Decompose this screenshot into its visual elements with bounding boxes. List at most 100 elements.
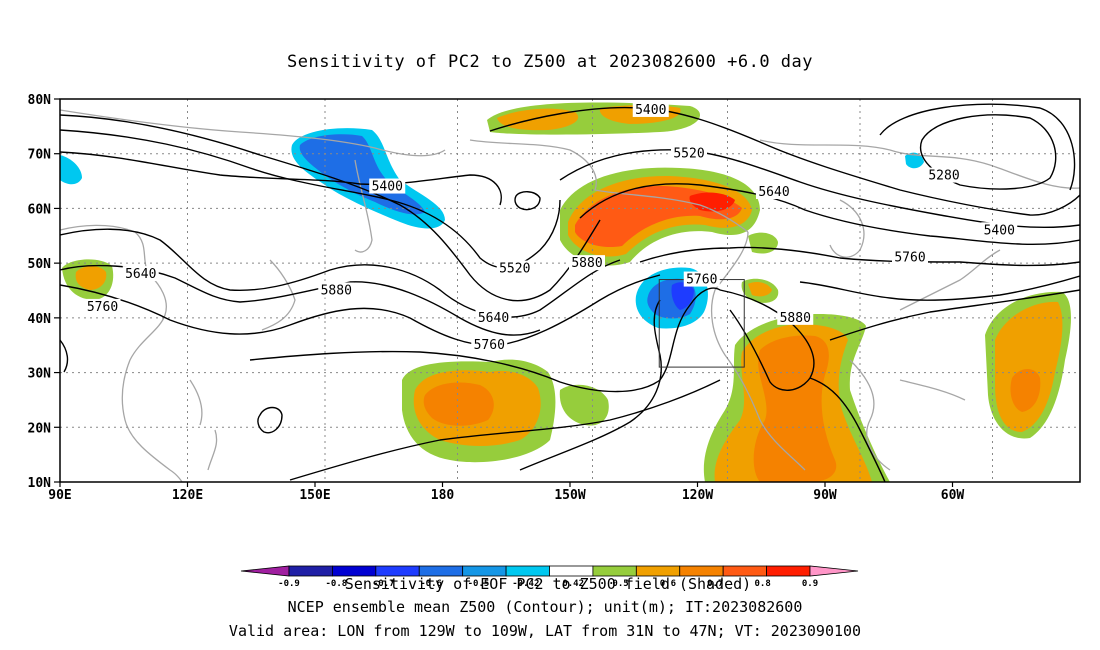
lon-tick-label: 60W [941,488,965,503]
contour-label-bg [926,167,962,183]
contour-edge-west [60,339,69,373]
contour-label-bg [756,184,792,200]
contour-5760-east [799,275,1080,301]
contour-label-bg [318,282,355,298]
contour-5880-ne [829,289,1080,341]
anomaly-core-rockies [748,282,772,297]
contour-label: 5640 [758,185,789,200]
contour-5880-south [289,379,721,481]
lon-tick-label: 120W [682,488,713,503]
coast-japan [261,259,296,331]
colorbar-box [766,565,811,577]
contour-label: 5640 [478,311,509,326]
anomaly-core-atlantic [995,301,1063,432]
lat-tick-label: 50N [28,257,52,272]
footer-line-2: NCEP ensemble mean Z500 (Contour); unit(… [288,598,803,616]
anomaly-peak-west-pacific [423,382,494,426]
contour-5640-north [579,183,1080,246]
contour-5880-ridge [249,287,721,393]
contour-label-bg [671,145,707,161]
contour-5880-trough [809,377,886,482]
lon-tick-label: 120E [172,488,203,503]
contour-label-bg [471,337,508,353]
coast-gulf-mexico [849,359,891,471]
longitude-axis: 90E 120E 150E 180 150W 120W 90W 60W [48,482,964,503]
latitude-axis: 80N 70N 60N 50N 40N 30N 20N 10N [28,93,60,491]
contour-label: 5880 [321,284,352,299]
contour-5760-north [639,246,1080,267]
colorbar-label: 0.9 [802,579,818,589]
map-panel: 5400 5520 5640 5280 5400 5760 5880 5760 5880 5400… [60,99,1080,482]
coast-kamchatka [354,159,373,253]
colorbar-label: -0.8 [326,579,348,589]
colorbar-label: 0.5 [612,579,628,589]
lat-tick-label: 70N [28,148,52,163]
contour-label-bg [569,255,605,271]
figure-title: Sensitivity of PC2 to Z500 at 2023082600… [287,52,813,72]
coast-arctic-canada [759,139,1080,189]
anomaly-max-gulf-alaska [689,192,735,212]
colorbar-label: -0.5 [468,579,490,589]
contour-label: 5400 [372,180,403,195]
colorbar-extend-low [240,565,290,577]
contour-label: 5280 [928,169,959,184]
coast-north-america-west [710,231,806,471]
contour-label-bg [84,298,121,314]
lon-tick-label: 90E [48,488,71,503]
lat-tick-label: 60N [28,202,52,217]
contour-label: 5520 [499,262,530,277]
colorbar-box [288,565,333,577]
coast-caribbean [899,379,966,401]
lon-tick-label: 150E [299,488,330,503]
colorbar: -0.9 -0.8 -0.7 -0.6 -0.5 -0.42 0.42 0.5 0.6 0.7 0.… [240,565,859,589]
contour-label-bg [632,101,669,117]
lat-tick-label: 20N [28,421,52,436]
footer-line-1: Sensitivity of EOF PC2 to Z500 field (Sh… [345,575,751,593]
contour-label-bg [683,271,720,287]
contour-5520-west [60,129,561,269]
contour-label-bg [475,309,512,325]
contour-label: 5880 [780,311,811,326]
footer-line-3: Valid area: LON from 129W to 109W, LAT f… [229,622,861,640]
colorbar-label: 0.6 [660,579,676,589]
contour-label: 5400 [984,223,1015,238]
lat-tick-label: 40N [28,312,52,327]
contour-5640-west [60,114,601,302]
contour-5400-low [879,103,1076,191]
contour-label: 5760 [894,251,925,266]
colorbar-label: -0.9 [278,579,300,589]
contour-label-bg [777,309,814,325]
contour-label-bg [496,260,533,276]
contour-labels: 5400 5520 5640 5280 5400 5760 5880 5760 5880 5400… [84,101,1018,353]
colorbar-label: -0.42 [512,579,539,589]
colorbar-label: -0.7 [373,579,395,589]
contour-label: 5760 [686,273,717,288]
lat-tick-label: 10N [28,476,52,491]
positive-anomaly-subtropical [559,384,609,426]
contour-5400-west [60,151,502,206]
lat-tick-label: 30N [28,367,52,382]
contour-west-pacific-south [519,299,662,471]
anomaly-peak-atlantic [1010,369,1041,412]
contour-small-low [257,406,283,434]
contour-label: 5640 [125,267,156,282]
negative-anomaly-asia [60,155,82,185]
contour-5880-west [60,274,661,347]
contour-label: 5520 [673,147,704,162]
coast-east-us [899,249,1001,311]
lon-tick-label: 150W [554,488,585,503]
contour-label-bg [369,178,406,194]
lon-tick-label: 90W [813,488,837,503]
contour-5400-north [489,106,1080,216]
contour-label-bg [892,249,928,265]
contour-label-bg [122,266,159,282]
contour-label: 5760 [474,338,505,353]
colorbar-label: 0.8 [755,579,771,589]
colorbar-extend-high [809,565,859,577]
contour-5520-north [559,149,1080,229]
contour-small-high [514,191,541,211]
colorbar-label: 0.7 [707,579,723,589]
contour-5760-west [60,228,621,318]
contour-label-bg [981,222,1018,238]
contour-label: 5880 [571,256,602,271]
